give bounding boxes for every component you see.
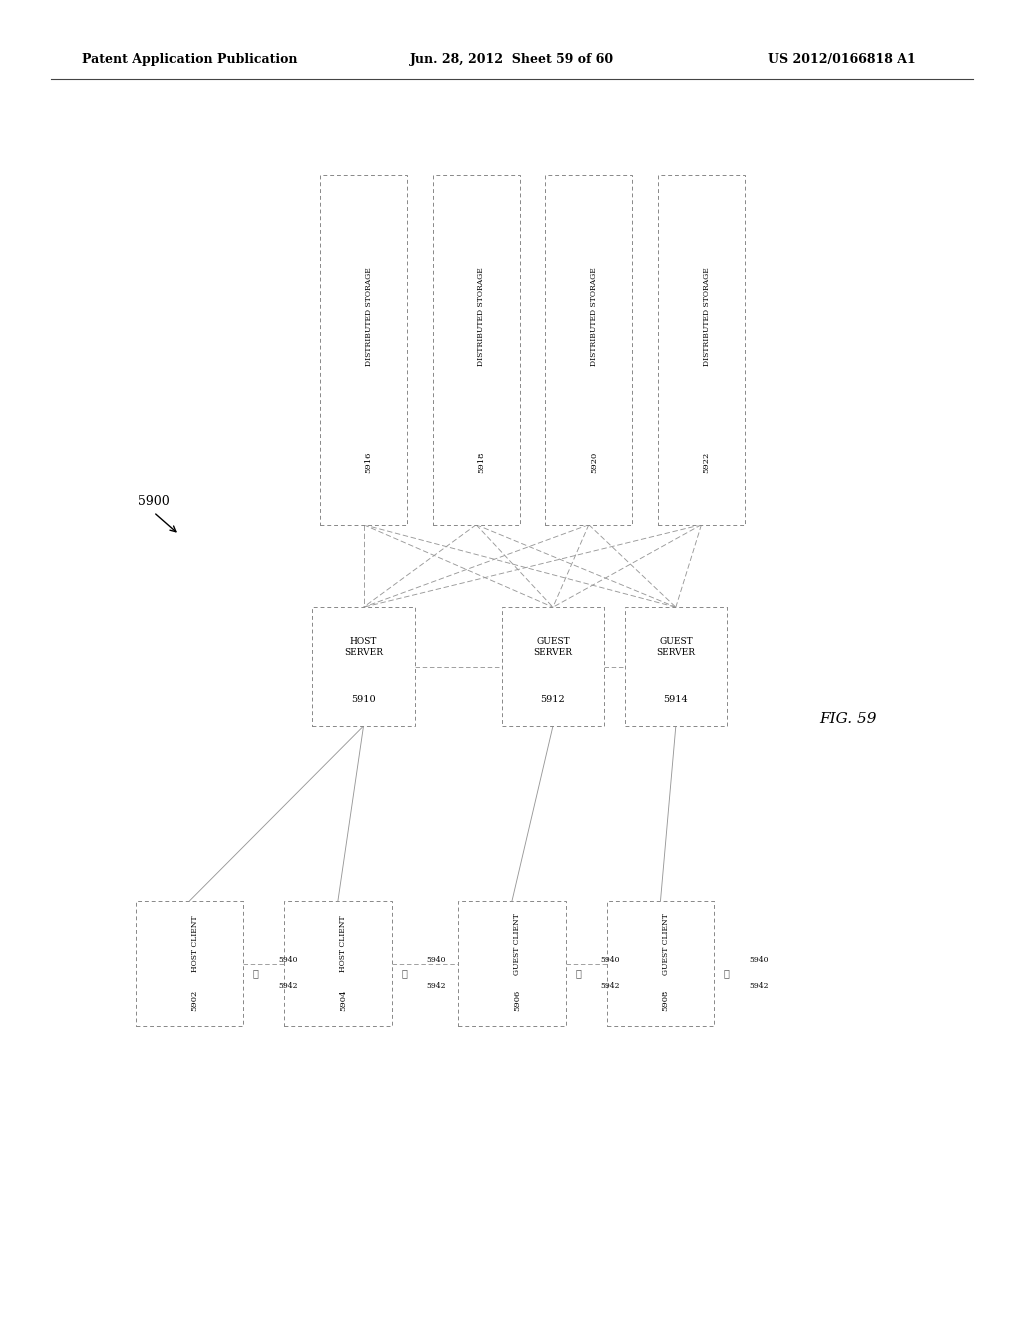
Bar [319, 174, 408, 524]
Text: 5914: 5914 [664, 696, 688, 704]
Bar [545, 174, 632, 524]
Text: 5902: 5902 [190, 990, 199, 1011]
Text: DISTRIBUTED STORAGE: DISTRIBUTED STORAGE [477, 268, 485, 366]
Text: 5916: 5916 [365, 451, 373, 473]
Text: 5940: 5940 [600, 956, 621, 964]
Text: HOST CLIENT: HOST CLIENT [190, 916, 199, 972]
Text: 5940: 5940 [750, 956, 769, 964]
Text: 5922: 5922 [702, 451, 711, 473]
Text: 5942: 5942 [279, 982, 298, 990]
Text: 5942: 5942 [750, 982, 769, 990]
Text: 5942: 5942 [600, 982, 621, 990]
Text: GUEST
SERVER: GUEST SERVER [656, 636, 695, 657]
Text: 📞: 📞 [401, 968, 407, 978]
Text: GUEST CLIENT: GUEST CLIENT [662, 913, 670, 974]
Text: HOST CLIENT: HOST CLIENT [339, 916, 347, 972]
Bar [135, 900, 244, 1027]
Bar [502, 607, 604, 726]
Bar [625, 607, 727, 726]
Text: DISTRIBUTED STORAGE: DISTRIBUTED STORAGE [590, 268, 598, 366]
Text: FIG. 59: FIG. 59 [819, 713, 877, 726]
Text: Patent Application Publication: Patent Application Publication [82, 53, 297, 66]
Text: Jun. 28, 2012  Sheet 59 of 60: Jun. 28, 2012 Sheet 59 of 60 [410, 53, 613, 66]
Text: 5912: 5912 [541, 696, 565, 704]
Bar [433, 174, 520, 524]
Bar [312, 607, 415, 726]
Text: 5940: 5940 [427, 956, 446, 964]
Text: 📞: 📞 [724, 968, 729, 978]
Text: 5904: 5904 [339, 990, 347, 1011]
Text: GUEST CLIENT: GUEST CLIENT [513, 913, 521, 974]
Text: US 2012/0166818 A1: US 2012/0166818 A1 [768, 53, 915, 66]
Text: 5900: 5900 [138, 495, 170, 508]
Bar [459, 900, 565, 1027]
Text: GUEST
SERVER: GUEST SERVER [534, 636, 572, 657]
Text: 5940: 5940 [279, 956, 298, 964]
Text: 📞: 📞 [253, 968, 258, 978]
Text: 5908: 5908 [662, 990, 670, 1011]
Bar [658, 174, 745, 524]
Text: 📞: 📞 [575, 968, 581, 978]
Bar [285, 900, 391, 1027]
Text: 5920: 5920 [590, 451, 598, 473]
Text: 5906: 5906 [513, 990, 521, 1011]
Text: 5942: 5942 [427, 982, 446, 990]
Bar [606, 900, 715, 1027]
Text: 5910: 5910 [351, 696, 376, 704]
Text: HOST
SERVER: HOST SERVER [344, 636, 383, 657]
Text: DISTRIBUTED STORAGE: DISTRIBUTED STORAGE [702, 268, 711, 366]
Text: 5918: 5918 [477, 451, 485, 473]
Text: DISTRIBUTED STORAGE: DISTRIBUTED STORAGE [365, 268, 373, 366]
